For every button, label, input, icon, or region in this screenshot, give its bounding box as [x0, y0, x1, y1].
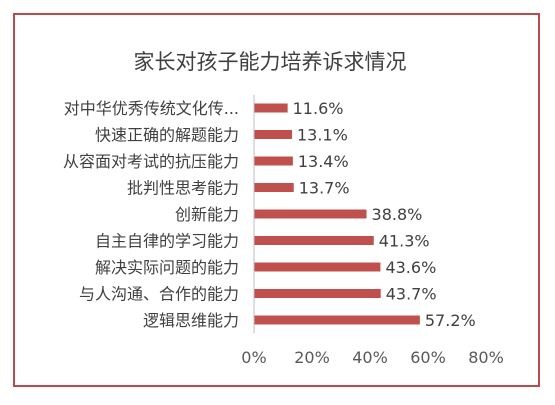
value-label: 38.8% [372, 205, 423, 224]
bar [254, 156, 293, 166]
value-label: 43.6% [385, 258, 436, 277]
category-label: 自主自律的学习能力 [95, 232, 239, 251]
bar [254, 103, 288, 113]
x-tick-label: 0% [241, 348, 266, 367]
chart-title: 家长对孩子能力培养诉求情况 [134, 50, 407, 74]
category-label: 对中华优秀传统文化传... [64, 99, 239, 118]
x-tick-label: 60% [410, 348, 446, 367]
category-label: 创新能力 [175, 205, 239, 224]
bar [254, 315, 420, 325]
category-labels: 对中华优秀传统文化传... 快速正确的解题能力从容面对考试的抗压能力批判性思考能力… [63, 99, 239, 330]
category-label: 与人沟通、合作的能力 [79, 285, 239, 304]
value-label: 57.2% [425, 311, 476, 330]
value-label: 13.1% [297, 126, 348, 145]
category-label: 从容面对考试的抗压能力 [63, 152, 239, 171]
value-label: 41.3% [379, 232, 430, 251]
value-label: 11.6% [293, 99, 344, 118]
chart-frame [13, 13, 540, 387]
bar [254, 262, 381, 272]
bars-group [254, 103, 420, 325]
x-tick-label: 20% [294, 348, 330, 367]
bar [254, 289, 381, 298]
x-tick-label: 40% [352, 348, 388, 367]
x-tick-label: 80% [468, 348, 504, 367]
x-tick-labels: 0% 20% 40% 60% 80% [241, 348, 503, 367]
bar [254, 130, 292, 139]
category-label: 逻辑思维能力 [143, 311, 239, 330]
value-label: 13.7% [299, 179, 350, 198]
value-label: 13.4% [298, 152, 349, 171]
bar [254, 236, 374, 245]
category-label: 快速正确的解题能力 [95, 126, 239, 145]
bar [254, 209, 367, 219]
category-label: 解决实际问题的能力 [95, 258, 239, 277]
value-labels: 11.6% 13.1% 13.4% 13.7% 38.8% 41.3% 43.6% 43.7%… [293, 99, 476, 330]
value-label: 43.7% [386, 285, 437, 304]
category-label: 批判性思考能力 [127, 179, 239, 198]
bar [254, 183, 294, 192]
